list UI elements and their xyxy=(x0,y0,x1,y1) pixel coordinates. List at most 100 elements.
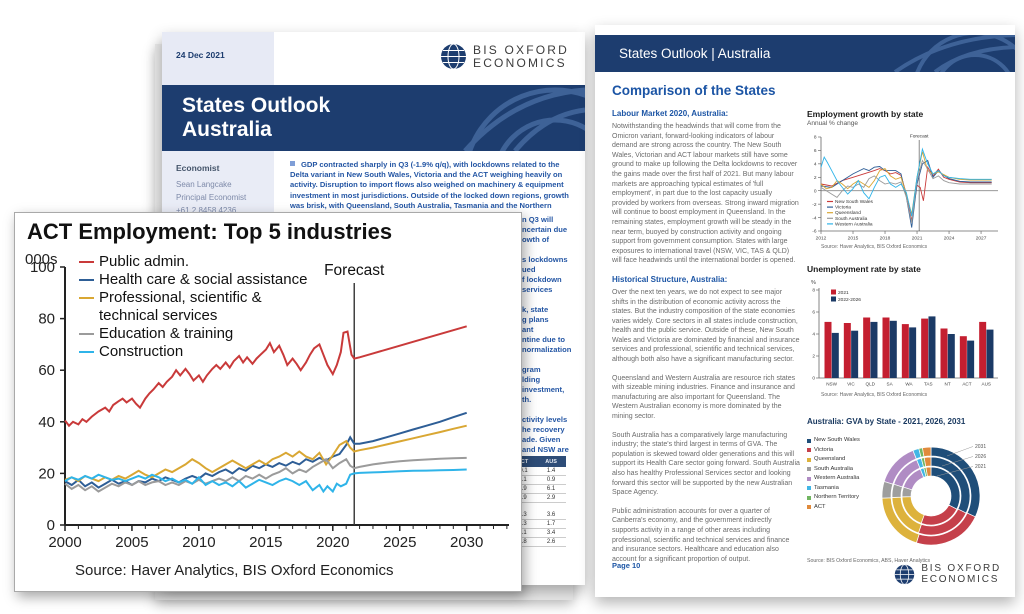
donut-slice xyxy=(925,466,932,477)
bar-2022-2026 xyxy=(947,334,955,378)
text-fragment-line: ntine due to xyxy=(522,335,566,344)
logo-text-line1: BIS OXFORD xyxy=(472,42,569,57)
chart-text: 0 xyxy=(47,517,55,534)
series-line xyxy=(820,151,992,215)
table-cell: 0.9 xyxy=(536,475,566,485)
text-fragment-line xyxy=(522,245,582,255)
text-fragment-line: n Q3 will xyxy=(522,215,554,224)
bar-2021 xyxy=(882,317,890,378)
legend-label: Construction xyxy=(99,343,184,360)
chart-text: Forecast xyxy=(910,134,929,140)
act-employment-line-chart: 0 20 40 60 80 100 2000 2005 2010 2015 2020 2025 2030… xyxy=(30,259,509,579)
table-row: 1.1 0.9 xyxy=(508,475,566,485)
body-paragraph: Public administration accounts for over … xyxy=(612,507,790,563)
chart-text: Western Australia xyxy=(835,221,873,227)
chart-legend: Public admin. Health care & social assist… xyxy=(79,253,307,361)
table-cell: 4.3 xyxy=(508,519,537,529)
page-header-band: States Outlook | Australia xyxy=(595,35,1015,72)
legend-label: Northern Territory xyxy=(814,494,859,500)
body-paragraph: Over the next ten years, we do not expec… xyxy=(612,288,800,364)
bullet-icon xyxy=(290,161,295,166)
chart-text: QLD xyxy=(866,382,876,387)
donut-slice xyxy=(922,446,932,458)
legend-item: Education & training xyxy=(79,325,307,343)
logo-text-line2: ECONOMICS xyxy=(921,574,1000,585)
text-fragment-line: k, state xyxy=(522,305,549,314)
chart-text: % xyxy=(811,280,816,286)
chart-text: 8 xyxy=(812,288,815,294)
chart-text: 2015 xyxy=(249,534,282,551)
legend-item: Professional, scientific & technical ser… xyxy=(79,289,307,325)
gva-donut-chart: 2031 2026 2021 xyxy=(881,444,986,546)
text-fragment-line xyxy=(522,295,582,305)
summary-bullet-text: GDP contracted sharply in Q3 (-1.9% q/q)… xyxy=(290,160,569,220)
chart-text: TAS xyxy=(924,382,933,387)
chart-text: 20 xyxy=(38,465,55,482)
body-paragraph: South Australia has a comparatively larg… xyxy=(612,431,800,497)
series-line xyxy=(64,424,467,483)
report-title-line1: States Outlook xyxy=(182,94,331,117)
series-line xyxy=(820,147,992,217)
partially-hidden-text-column: n Q3 will ncertain due owth of s lockdowns u… xyxy=(522,215,582,455)
table-cell: 2.9 xyxy=(508,493,537,503)
text-fragment-line: gram xyxy=(522,365,541,374)
charts-column: Employment growth by state Annual % chan… xyxy=(807,109,1005,564)
legend-marker xyxy=(79,279,94,281)
chart-text: 2005 xyxy=(115,534,148,551)
text-fragment-line xyxy=(522,405,582,415)
legend-label: Health care & social assistance xyxy=(99,271,308,288)
employment-growth-chart-block: Employment growth by state Annual % chan… xyxy=(807,109,1005,256)
legend-label: Queensland xyxy=(814,456,846,462)
bar-2022-2026 xyxy=(986,329,994,378)
chart-text: 0 xyxy=(814,188,817,194)
report-date: 24 Dec 2021 xyxy=(176,50,225,60)
chart-text: Source: Haver Analytics, BIS Oxford Econ… xyxy=(75,562,393,579)
title-band: States Outlook Australia xyxy=(162,85,585,151)
chart-title: ACT Employment: Top 5 industries xyxy=(27,219,393,244)
economist-name: Sean Langcake xyxy=(176,180,232,189)
chart-text: 2027 xyxy=(976,236,987,242)
legend-label: Western Australia xyxy=(814,475,860,481)
series-line xyxy=(64,468,467,494)
text-fragment-line: owth of xyxy=(522,235,549,244)
report-title-line2: Australia xyxy=(182,118,272,141)
bar-2022-2026 xyxy=(831,332,839,378)
bar-2022-2026 xyxy=(870,321,878,378)
bar-2021 xyxy=(843,323,851,378)
cover-header: 24 Dec 2021 BIS OXFORD ECONOMICS xyxy=(162,32,585,85)
logo-text-line1: BIS OXFORD xyxy=(921,563,1001,574)
text-fragment-line: ncertain due xyxy=(522,225,568,234)
legend-swatch xyxy=(807,486,811,491)
text-fragment-line xyxy=(522,355,582,365)
legend-label: Education & training xyxy=(99,325,234,342)
text-fragment-line: th. xyxy=(522,395,532,404)
legend-item: ACT xyxy=(807,503,879,513)
legend-swatch xyxy=(807,495,811,500)
legend-label: New South Wales xyxy=(814,437,860,443)
date-box: 24 Dec 2021 xyxy=(162,32,274,85)
series-line xyxy=(64,456,467,493)
chart-text: South Australia xyxy=(835,216,868,222)
chart-text: 2018 xyxy=(880,236,891,242)
legend-item: Victoria xyxy=(807,446,879,456)
bar-2022-2026 xyxy=(851,330,859,378)
bar-2021 xyxy=(863,317,871,378)
legend-item: Construction xyxy=(79,343,307,361)
chart-text: 2030 xyxy=(450,534,483,551)
text-fragment-line: services xyxy=(522,285,553,294)
chart-text: ACT xyxy=(962,382,971,387)
globe-logo-icon xyxy=(440,43,466,70)
table-cell: 3.6 xyxy=(536,511,566,520)
series-line xyxy=(64,325,467,428)
chart-text: Source: Haver Analytics, BIS Oxford Econ… xyxy=(821,244,928,250)
chart-text: 2012 xyxy=(816,236,827,242)
table-cell: 2.8 xyxy=(508,537,537,547)
chart-text: 2 xyxy=(814,175,817,181)
chart-text: 2026 xyxy=(975,454,986,460)
legend-swatch xyxy=(807,467,811,472)
legend-item: Health care & social assistance xyxy=(79,271,307,289)
chart-text: -2 xyxy=(812,202,817,208)
chart-text: VIC xyxy=(847,382,855,387)
text-fragment-line: ctivity levels xyxy=(522,415,568,424)
